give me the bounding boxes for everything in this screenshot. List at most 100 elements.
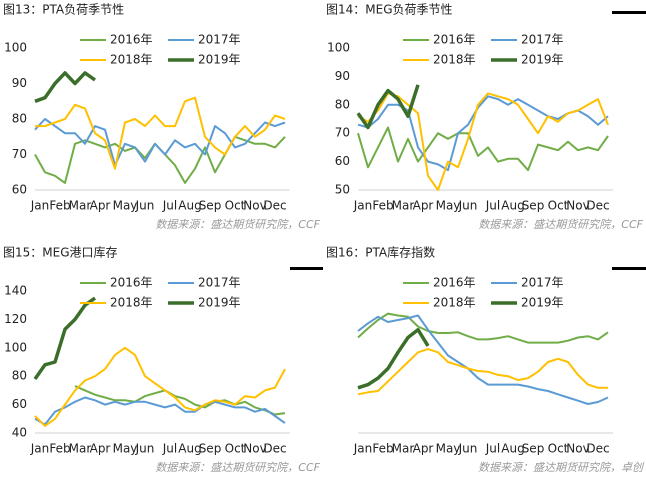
y-tick-label: 100 — [4, 340, 27, 354]
y-tick-label: 60 — [12, 183, 27, 197]
x-tick-label: Jun — [135, 199, 155, 213]
x-tick-label: Jul — [162, 442, 177, 456]
y-tick-label: 90 — [12, 76, 27, 90]
x-tick-label: Sep — [522, 199, 545, 213]
title-bar — [290, 267, 323, 270]
x-tick-label: Sep — [199, 199, 222, 213]
chart-title: 图16：PTA库存指数 — [326, 245, 435, 260]
x-tick-label: Oct — [548, 442, 569, 456]
legend-label: 2019年 — [521, 296, 564, 310]
source-note: 数据来源：盛达期货研究院，卓创 — [478, 461, 645, 474]
x-tick-label: Feb — [49, 442, 70, 456]
legend-label: 2017年 — [198, 33, 241, 47]
legend-label: 2016年 — [110, 276, 153, 290]
y-tick-label: 70 — [335, 126, 350, 140]
x-tick-label: Nov — [243, 442, 266, 456]
x-tick-label: Apr — [90, 442, 111, 456]
x-tick-label: Feb — [372, 199, 393, 213]
series-line — [34, 346, 286, 427]
y-tick-label: 60 — [12, 397, 27, 411]
x-tick-label: Jun — [135, 442, 155, 456]
series-line — [357, 314, 609, 405]
y-tick-label: 60 — [335, 154, 350, 168]
series-line — [34, 71, 97, 103]
x-tick-label: Aug — [178, 442, 201, 456]
series-line — [74, 385, 286, 416]
source-note: 数据来源：盛达期货研究院，CCF — [478, 218, 643, 231]
x-tick-label: Apr — [90, 199, 111, 213]
y-tick-label: 140 — [4, 284, 27, 298]
y-tick-label: 100 — [4, 41, 27, 55]
x-tick-label: Oct — [548, 199, 569, 213]
x-tick-label: Mar — [392, 442, 415, 456]
x-tick-label: Jan — [353, 442, 373, 456]
x-tick-label: Jun — [458, 442, 478, 456]
y-tick-label: 100 — [327, 41, 350, 55]
x-tick-label: Oct — [225, 442, 246, 456]
x-tick-label: May — [113, 199, 138, 213]
y-tick-label: 120 — [4, 312, 27, 326]
source-note: 数据来源：盛达期货研究院，CCF — [155, 461, 320, 474]
x-tick-label: Aug — [501, 199, 524, 213]
x-tick-label: Feb — [49, 199, 70, 213]
x-tick-label: Jan — [353, 199, 373, 213]
title-bar — [612, 11, 646, 14]
legend-label: 2016年 — [433, 276, 476, 290]
x-tick-label: May — [436, 442, 461, 456]
series-line — [357, 348, 608, 396]
series-line — [356, 84, 420, 130]
x-tick-label: Jul — [485, 199, 500, 213]
x-tick-label: Apr — [413, 199, 434, 213]
title-bar — [612, 267, 646, 270]
legend-label: 2018年 — [110, 296, 153, 310]
y-tick-label: 70 — [12, 147, 27, 161]
x-tick-label: Nov — [566, 199, 589, 213]
series-line — [33, 296, 97, 381]
chart-title: 图13：PTA负荷季节性 — [3, 3, 124, 17]
series-line — [357, 126, 609, 172]
x-tick-label: Nov — [566, 442, 589, 456]
legend-label: 2018年 — [433, 296, 476, 310]
source-note: 数据来源：盛达期货研究院，CCF — [155, 218, 320, 231]
x-tick-label: Jan — [30, 199, 50, 213]
x-tick-label: Mar — [392, 199, 415, 213]
legend-label: 2017年 — [521, 33, 564, 47]
series-line — [34, 135, 286, 184]
y-tick-label: 80 — [335, 97, 350, 111]
x-tick-label: Dec — [263, 199, 286, 213]
x-tick-label: Sep — [522, 442, 545, 456]
series-line — [357, 92, 609, 191]
x-tick-label: Jul — [485, 442, 500, 456]
x-tick-label: Aug — [178, 199, 201, 213]
legend-label: 2017年 — [198, 276, 241, 290]
x-tick-label: Feb — [372, 442, 393, 456]
chart-title: 图14：MEG负荷季节性 — [326, 3, 453, 17]
series-line — [34, 396, 286, 426]
y-tick-label: 90 — [335, 69, 350, 83]
series-line — [357, 95, 609, 172]
legend-label: 2019年 — [198, 296, 241, 310]
x-tick-label: May — [436, 199, 461, 213]
legend-label: 2016年 — [433, 33, 476, 47]
legend-label: 2019年 — [198, 53, 241, 67]
x-tick-label: May — [113, 442, 138, 456]
x-tick-label: Jul — [162, 199, 177, 213]
series-line — [34, 118, 286, 167]
legend-label: 2018年 — [110, 53, 153, 67]
x-tick-label: Nov — [243, 199, 266, 213]
y-tick-label: 80 — [12, 112, 27, 126]
x-tick-label: Oct — [225, 199, 246, 213]
legend-label: 2016年 — [110, 33, 153, 47]
legend-label: 2019年 — [521, 53, 564, 67]
x-tick-label: Dec — [263, 442, 286, 456]
x-tick-label: Jan — [30, 442, 50, 456]
x-tick-label: Jun — [458, 199, 478, 213]
series-line — [357, 327, 430, 390]
y-tick-label: 80 — [12, 369, 27, 383]
legend-label: 2018年 — [433, 53, 476, 67]
y-tick-label: 40 — [12, 426, 27, 440]
